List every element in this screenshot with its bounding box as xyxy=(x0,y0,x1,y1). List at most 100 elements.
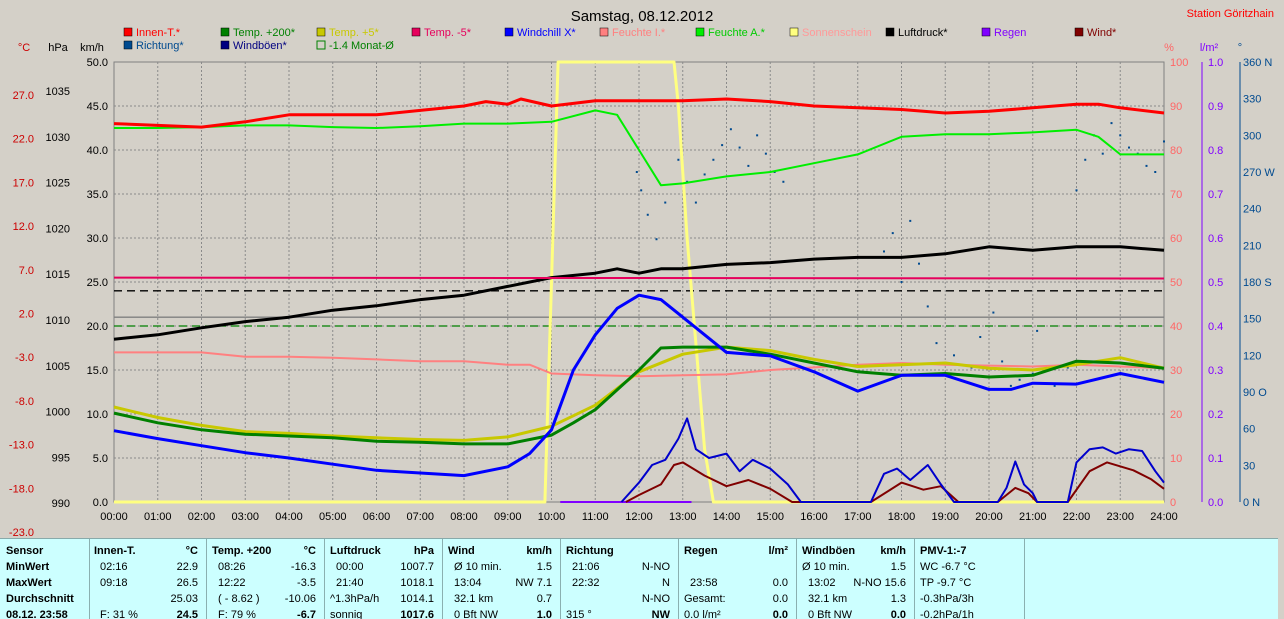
stats-separator xyxy=(324,539,325,619)
regen-max-value: 0.0 xyxy=(772,577,788,589)
innen-max-time: 09:18 xyxy=(100,577,128,589)
direction-point xyxy=(721,144,724,147)
druck-avg-value: 1014.1 xyxy=(400,593,434,605)
direction-tick-label: 30 xyxy=(1243,460,1255,472)
direction-tick-label: 60 xyxy=(1243,424,1255,436)
rain-tick-label: 0.7 xyxy=(1208,189,1223,201)
weather-chart: Samstag, 08.12.2012 Station Göritzhain I… xyxy=(8,8,1276,538)
x-tick-label: 07:00 xyxy=(406,511,434,523)
x-tick-label: 05:00 xyxy=(319,511,347,523)
x-tick-label: 19:00 xyxy=(931,511,959,523)
richtung-min-time: 21:06 xyxy=(572,561,600,573)
temp200-avg-label: ( - 8.62 ) xyxy=(218,593,260,605)
wind-now-value: 1.0 xyxy=(536,609,552,619)
legend-label: Innen-T.* xyxy=(136,27,181,39)
stats-col-pmv: PMV-1:-7 WC -6.7 °C TP -9.7 °C -0.3hPa/3… xyxy=(920,539,1020,619)
direction-tick-label: 300 xyxy=(1243,130,1261,142)
stats-col-innen: Innen-T. °C 02:16 22.9 09:18 26.5 25.03 F: … xyxy=(94,539,202,619)
boeen-unit: km/h xyxy=(880,545,906,557)
direction-point xyxy=(1128,146,1130,149)
kmh-tick-label: 10.0 xyxy=(87,409,108,421)
wind-now-label: 0 Bft NW xyxy=(454,609,499,619)
richtung-now-value: NW xyxy=(651,609,670,619)
kmh-tick-label: 25.0 xyxy=(87,277,108,289)
series-line xyxy=(620,417,1165,503)
stats-separator xyxy=(796,539,797,619)
x-tick-label: 23:00 xyxy=(1106,511,1134,523)
direction-point xyxy=(729,128,732,131)
regen-now-label: 0.0 l/m² xyxy=(684,609,721,619)
temp200-min-value: -16.3 xyxy=(290,561,316,573)
direction-point xyxy=(926,305,929,308)
pct-tick-label: 10 xyxy=(1170,453,1182,465)
direction-point xyxy=(677,158,680,161)
pressure-tick-label: 995 xyxy=(52,452,70,464)
sensor-now-label: 08.12. 23:58 xyxy=(6,609,68,619)
pressure-tick-label: 1025 xyxy=(46,178,70,190)
stats-col-wind: Wind km/h Ø 10 min. 1.5 13:04 NW 7.1 32.1 k… xyxy=(448,539,556,619)
temp-tick-label: 7.0 xyxy=(19,265,34,277)
temp-tick-label: 2.0 xyxy=(19,309,34,321)
rain-tick-label: 0.0 xyxy=(1208,497,1223,509)
legend-swatch xyxy=(220,40,230,50)
boeen-avg-value: 1.3 xyxy=(890,593,906,605)
kmh-tick-label: 15.0 xyxy=(87,365,108,377)
series-line xyxy=(113,97,1165,129)
direction-tick-label: 180 S xyxy=(1243,277,1272,289)
station-name: Station Göritzhain xyxy=(1187,8,1274,20)
boeen-avg-label: 32.1 km xyxy=(808,593,848,605)
regen-max-time: 23:58 xyxy=(690,577,718,589)
rain-tick-label: 0.4 xyxy=(1208,321,1223,333)
richtung-min-value: N-NO xyxy=(641,561,670,573)
legend-label: Luftdruck* xyxy=(898,27,948,39)
boeen-max-value: N-NO 15.6 xyxy=(853,577,906,589)
pressure-tick-label: 1005 xyxy=(46,361,70,373)
richtung-max-value: N xyxy=(662,577,670,589)
series-line xyxy=(114,109,1164,187)
direction-tick-label: 270 W xyxy=(1243,167,1275,179)
stats-separator xyxy=(1024,539,1025,619)
rain-tick-label: 0.1 xyxy=(1208,453,1223,465)
temp-tick-label: 17.0 xyxy=(13,177,34,189)
innen-unit: °C xyxy=(185,545,198,557)
stats-col-regen: Regen l/m² 23:58 0.0 Gesamt: 0.0 0.0 l/m² 0.… xyxy=(684,539,792,619)
legend-label: Temp. +200* xyxy=(233,27,296,39)
rain-tick-label: 0.8 xyxy=(1208,145,1223,157)
boeen-header: Windböen xyxy=(802,545,856,557)
deg-unit-label: ° xyxy=(1238,42,1242,54)
series-line xyxy=(625,461,1165,503)
pct-tick-label: 30 xyxy=(1170,365,1182,377)
x-tick-label: 14:00 xyxy=(713,511,741,523)
pressure-tick-label: 1035 xyxy=(46,86,70,98)
pressure-tick-label: 1020 xyxy=(46,223,70,235)
x-tick-label: 01:00 xyxy=(144,511,172,523)
legend-label: Windböen* xyxy=(233,40,288,52)
pct-tick-label: 100 xyxy=(1170,57,1188,69)
innen-header: Innen-T. xyxy=(94,545,136,557)
boeen-max-time: 13:02 xyxy=(808,577,836,589)
richtung-max-time: 22:32 xyxy=(572,577,600,589)
x-tick-label: 13:00 xyxy=(669,511,697,523)
temp200-unit: °C xyxy=(303,545,316,557)
innen-avg-value: 25.03 xyxy=(170,593,198,605)
x-tick-label: 20:00 xyxy=(975,511,1003,523)
x-tick-label: 04:00 xyxy=(275,511,303,523)
wind-min-value: 1.5 xyxy=(536,561,552,573)
stats-col-druck: Luftdruck hPa 00:00 1007.7 21:40 1018.1 ^1.… xyxy=(330,539,438,619)
richtung-header: Richtung xyxy=(566,545,614,557)
legend-label: Sonnenschein xyxy=(802,27,872,39)
direction-tick-label: 90 O xyxy=(1243,387,1267,399)
boeen-min-value: 1.5 xyxy=(890,561,906,573)
direction-point xyxy=(764,152,767,155)
legend-swatch xyxy=(316,27,326,37)
stats-separator xyxy=(914,539,915,619)
x-tick-label: 11:00 xyxy=(582,511,609,523)
pressure-tick-label: 1015 xyxy=(46,269,70,281)
temp200-avg-value: -10.06 xyxy=(284,593,316,605)
direction-point xyxy=(782,180,785,183)
sensor-avg-label: Durchschnitt xyxy=(6,593,74,605)
legend-label: Regen xyxy=(994,27,1026,39)
rain-tick-label: 0.5 xyxy=(1208,277,1223,289)
direction-point xyxy=(694,201,697,204)
kmh-tick-label: 40.0 xyxy=(87,145,108,157)
